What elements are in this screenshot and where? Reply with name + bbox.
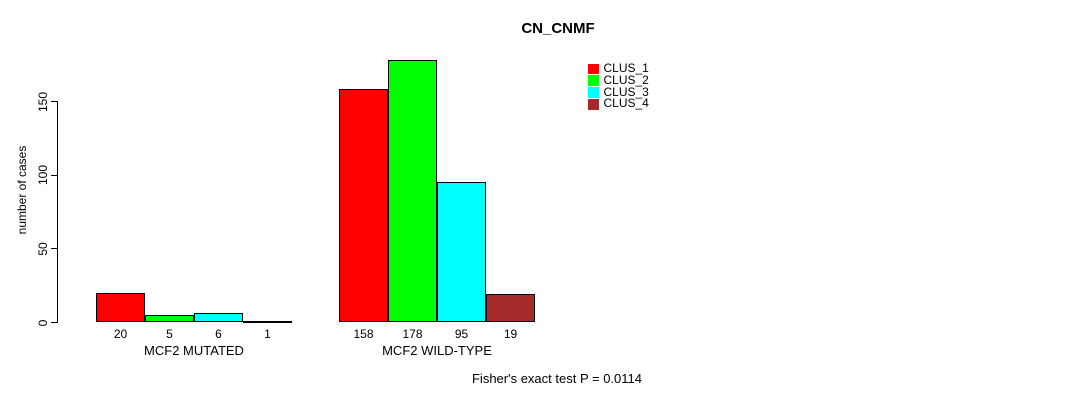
chart-title: CN_CNMF xyxy=(521,20,595,37)
y-tick-label: 0 xyxy=(36,319,50,326)
y-axis-line xyxy=(57,101,58,323)
legend-label: CLUS_2 xyxy=(603,72,649,87)
y-tick-label: 50 xyxy=(36,242,50,256)
bar-value-label: 5 xyxy=(166,327,173,341)
y-tick-label: 150 xyxy=(36,91,50,112)
bar-clus_3-group2 xyxy=(437,182,486,322)
x-category-label-mutated: MCF2 MUTATED xyxy=(144,343,244,358)
y-axis-label: number of cases xyxy=(15,145,29,235)
bar-value-label: 95 xyxy=(454,327,469,341)
legend-item-clus-2: CLUS_2 xyxy=(588,72,649,87)
legend-item-clus-3: CLUS_3 xyxy=(588,84,649,99)
x-category-label-wild-type: MCF2 WILD-TYPE xyxy=(382,343,492,358)
legend-label: CLUS_4 xyxy=(603,96,649,111)
legend-swatch-clus-1 xyxy=(588,63,599,75)
bar-value-label: 178 xyxy=(402,327,423,341)
bar-clus_4-group2 xyxy=(486,294,535,322)
bar-clus_4-group1 xyxy=(243,320,292,323)
bar-value-label: 158 xyxy=(353,327,374,341)
bar-clus_1-group2 xyxy=(339,89,388,322)
bar-clus_2-group1 xyxy=(145,314,194,322)
legend: CLUS_1 CLUS_2 CLUS_3 CLUS_4 xyxy=(588,61,649,111)
y-tick-mark xyxy=(51,248,58,250)
y-tick-mark xyxy=(51,174,58,176)
bar-value-label: 6 xyxy=(215,327,222,341)
legend-label: CLUS_3 xyxy=(603,84,649,99)
bar-clus_2-group2 xyxy=(388,59,437,322)
bar-value-label: 20 xyxy=(113,327,128,341)
bar-clus_3-group1 xyxy=(194,313,243,322)
legend-label: CLUS_1 xyxy=(603,61,649,75)
legend-swatch-clus-4 xyxy=(588,99,599,110)
bar-value-label: 19 xyxy=(503,327,518,341)
legend-swatch-clus-3 xyxy=(588,87,599,98)
legend-swatch-clus-2 xyxy=(588,75,599,86)
bar-clus_1-group1 xyxy=(96,292,145,322)
legend-item-clus-4: CLUS_4 xyxy=(588,96,649,111)
legend-item-clus-1: CLUS_1 xyxy=(588,61,649,75)
y-tick-label: 100 xyxy=(36,165,50,186)
bar-value-label: 1 xyxy=(264,327,271,341)
annotation-text: Fisher's exact test P = 0.0114 xyxy=(471,371,643,386)
y-tick-mark xyxy=(51,101,58,102)
y-tick-mark xyxy=(51,322,58,323)
